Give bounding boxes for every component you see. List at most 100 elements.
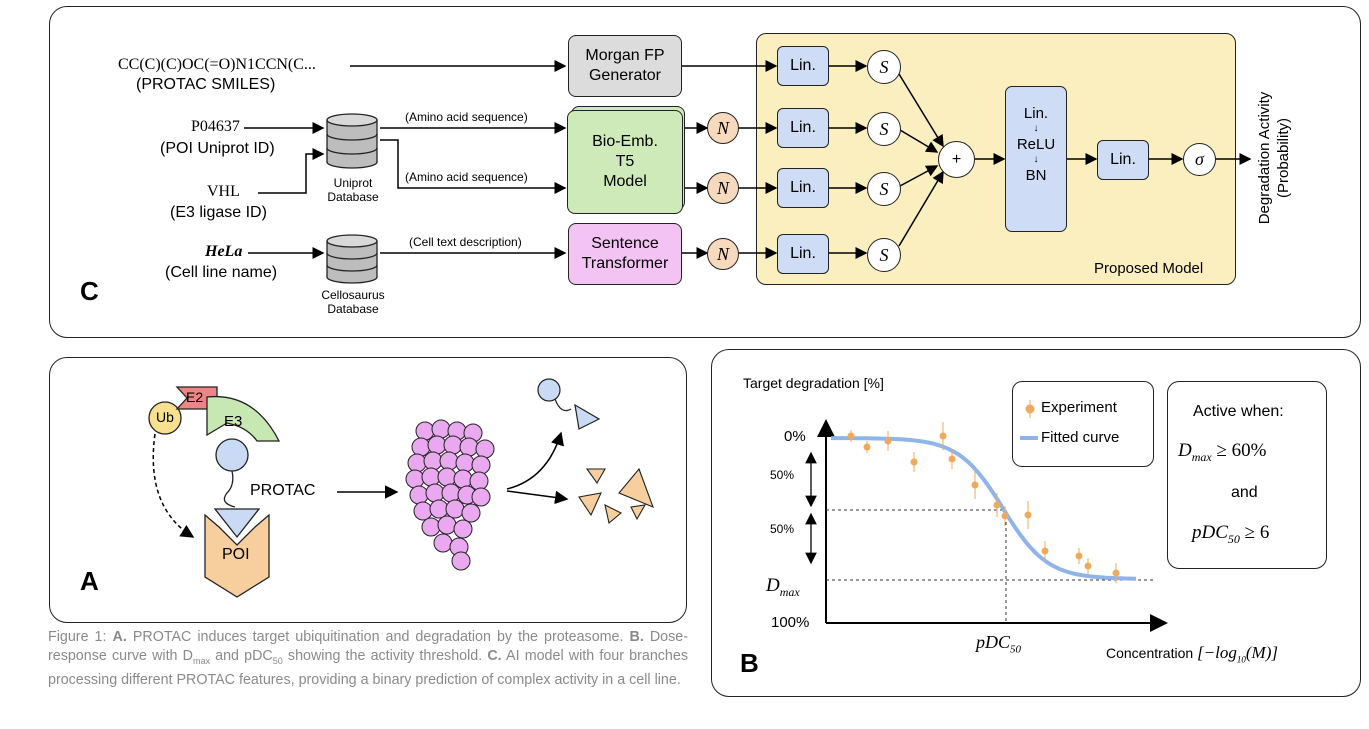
stack-arrow-2: ↓ — [1033, 154, 1039, 165]
experiment-point — [1041, 547, 1049, 555]
protac-mechanism-illustration — [148, 378, 654, 598]
y-axis-title: Target degradation [%] — [743, 375, 884, 391]
tick-dmax: Dmax — [766, 575, 800, 600]
caption-c-label: C. — [487, 648, 502, 664]
stack-relu-label: ReLU — [1016, 136, 1056, 153]
cond1-sub: max — [1191, 449, 1212, 464]
fitted-curve — [831, 436, 1137, 581]
caption-a-label: A. — [112, 629, 127, 645]
e2-label: E2 — [186, 389, 204, 405]
tick-dmax-main: D — [766, 575, 780, 596]
smiles-label: (PROTAC SMILES) — [136, 76, 276, 93]
tick-50-a: 50% — [770, 468, 795, 482]
stack-bn-label: BN — [1025, 167, 1047, 184]
normalize-node-poi: N — [707, 112, 739, 144]
tick-dmax-sub: max — [779, 584, 800, 599]
experiment-point — [948, 455, 956, 463]
cond2-sub: 50 — [1227, 531, 1240, 546]
experiment-point — [910, 458, 918, 466]
s-node-poi: S — [867, 112, 901, 146]
poi-id-text: P04637 — [191, 118, 240, 135]
poi-id-label: (POI Uniprot ID) — [160, 140, 275, 157]
legend-fitted: Fitted curve — [1041, 429, 1120, 446]
active-when-box — [1167, 381, 1327, 569]
legend-box — [1012, 381, 1154, 467]
experiment-point — [939, 432, 947, 440]
sum-node: + — [938, 141, 975, 178]
edge-label-amino-1: (Amino acid sequence) — [405, 110, 528, 124]
s-node-smiles: S — [867, 50, 901, 84]
stack-lin-label: Lin. — [1023, 105, 1049, 122]
caption-b-sub2: 50 — [272, 655, 283, 666]
x-math-sub: 10 — [1236, 654, 1246, 665]
e3-shape — [206, 395, 281, 442]
panel-c-connectors — [244, 60, 1252, 259]
caption-prefix: Figure 1: — [48, 629, 113, 645]
caption-a-text: PROTAC induces target ubiquitination and… — [126, 629, 630, 645]
s-node-e3: S — [867, 172, 901, 206]
output-label: Degradation Activity (Probability) — [1256, 91, 1292, 225]
x-marker-pdc50: pDC50 — [976, 632, 1021, 656]
x-math-b: (M)] — [1245, 643, 1278, 662]
x-axis-title-math: [−log10(M)] — [1197, 643, 1278, 665]
e3-id-text: VHL — [207, 183, 240, 200]
x-marker-sub: 50 — [1010, 643, 1022, 656]
morgan-fp-generator: Morgan FP Generator — [568, 35, 682, 97]
uniprot-database-label: Uniprot Database — [327, 176, 379, 204]
panel-b-letter: B — [740, 648, 759, 678]
lin-relu-bn-block: Lin. ↓ ReLU ↓ BN — [1005, 86, 1067, 232]
experiment-point — [1024, 511, 1032, 519]
protac-label: PROTAC — [250, 482, 316, 499]
condition-and: and — [1231, 484, 1258, 501]
lin-box-final: Lin. — [1097, 140, 1149, 180]
smiles-text: CC(C)(C)OC(=O)N1CCN(C... — [118, 56, 316, 73]
lin-box-cell: Lin. — [777, 234, 829, 274]
e3-id-label: (E3 ligase ID) — [170, 204, 267, 221]
poi-label: POI — [222, 546, 250, 563]
condition-pdc50: pDC50 ≥ 6 — [1192, 522, 1269, 547]
lin-box-e3: Lin. — [777, 168, 829, 208]
x-math-a: [−log — [1197, 643, 1237, 662]
bioemb-t5-model: Bio-Emb. T5 Model — [567, 110, 683, 214]
experiment-point — [971, 481, 979, 489]
sentence-transformer: Sentence Transformer — [568, 223, 682, 285]
x-axis-title-text: Concentration — [1106, 645, 1198, 661]
caption-b-text3: showing the activity threshold. — [282, 648, 488, 664]
cond2-b: ≥ 6 — [1239, 522, 1270, 543]
s-node-cell: S — [867, 238, 901, 272]
caption-c-text: AI model with four branches processing d… — [48, 648, 688, 688]
proposed-model-label: Proposed Model — [1094, 260, 1204, 277]
cellosaurus-database-icon — [326, 234, 378, 284]
panel-c-letter: C — [80, 276, 99, 306]
cellosaurus-database-label: Cellosaurus Database — [321, 288, 385, 316]
experiment-point — [1084, 562, 1092, 570]
cell-label: (Cell line name) — [165, 264, 278, 281]
sigmoid-node: σ — [1183, 143, 1216, 176]
lin-box-smiles: Lin. — [777, 46, 829, 86]
caption-b-text2: and pDC — [210, 648, 273, 664]
cond1-a: D — [1178, 440, 1192, 461]
e3-label: E3 — [224, 413, 243, 430]
legend-experiment: Experiment — [1041, 399, 1117, 416]
dose-response-chart — [805, 419, 1168, 632]
figure-caption: Figure 1: A. PROTAC induces target ubiqu… — [48, 628, 688, 690]
tick-0: 0% — [784, 428, 806, 445]
uniprot-database-icon — [326, 113, 378, 169]
legend-markers — [1020, 400, 1038, 440]
caption-b-sub1: max — [192, 655, 210, 666]
panel-a — [49, 357, 687, 623]
tick-100: 100% — [771, 614, 810, 631]
experiment-point — [884, 437, 892, 445]
caption-b-text1: Dose-response curve with D — [48, 629, 688, 664]
ub-circle — [148, 401, 182, 435]
experiment-point — [863, 443, 871, 451]
active-when-title: Active when: — [1193, 403, 1284, 420]
edge-label-amino-2: (Amino acid sequence) — [405, 170, 528, 184]
cond2-a: pDC — [1192, 522, 1228, 543]
poi-shape — [204, 513, 270, 598]
condition-dmax: Dmax ≥ 60% — [1178, 440, 1267, 465]
experiment-point — [1001, 512, 1009, 520]
caption-b-label: B. — [629, 629, 644, 645]
edge-label-cell: (Cell text description) — [409, 235, 522, 249]
cell-text: HeLa — [205, 243, 243, 260]
